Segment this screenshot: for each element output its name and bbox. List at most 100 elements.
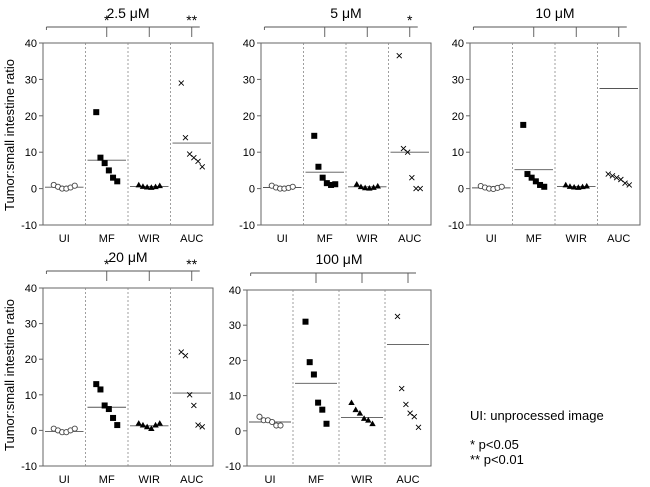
data-point-wir bbox=[566, 183, 574, 189]
data-point-wir bbox=[360, 415, 368, 421]
x-tick-label-auc: AUC bbox=[607, 233, 630, 245]
y-axis-label-top: Tumor:small intestine ratio bbox=[2, 59, 17, 211]
data-point-wir bbox=[143, 423, 151, 430]
data-point-auc bbox=[415, 424, 422, 431]
data-point-ui bbox=[498, 183, 505, 190]
data-point-mf bbox=[114, 178, 121, 185]
data-point-wir bbox=[156, 182, 163, 189]
data-point-mf bbox=[105, 167, 112, 174]
data-point-auc bbox=[404, 149, 411, 156]
y-tick-label: 30 bbox=[243, 74, 255, 86]
data-point-auc bbox=[195, 158, 201, 165]
x-tick-label-wir: WIR bbox=[357, 233, 378, 245]
data-point-ui bbox=[256, 413, 263, 420]
data-point-mf bbox=[310, 371, 317, 378]
data-point-auc bbox=[413, 185, 419, 192]
y-tick-label: 30 bbox=[452, 74, 464, 86]
data-point-auc bbox=[403, 401, 409, 408]
data-point-ui bbox=[289, 183, 296, 190]
data-point-wir bbox=[361, 184, 369, 191]
data-point-auc bbox=[417, 185, 424, 192]
x-tick-label-mf: MF bbox=[317, 233, 333, 245]
x-tick-label-ui: UI bbox=[277, 233, 288, 245]
data-point-ui bbox=[71, 425, 78, 432]
data-point-mf bbox=[319, 174, 326, 181]
panel-title-10um: 10 μM bbox=[535, 5, 574, 21]
data-point-wir bbox=[570, 183, 578, 190]
data-point-auc bbox=[199, 163, 206, 170]
data-point-mf bbox=[302, 318, 309, 325]
data-point-mf bbox=[528, 174, 535, 181]
y-tick-label: 10 bbox=[452, 147, 464, 159]
y-tick-label: 0 bbox=[249, 184, 255, 196]
x-tick-label-wir: WIR bbox=[351, 474, 372, 486]
y-tick-label: 0 bbox=[31, 184, 37, 196]
data-point-wir bbox=[562, 181, 569, 188]
data-point-wir bbox=[365, 417, 372, 423]
legend-significance-p05: * p<0.05 bbox=[470, 437, 519, 452]
data-point-wir bbox=[135, 420, 142, 426]
y-tick-label: 0 bbox=[458, 184, 464, 196]
data-point-wir bbox=[583, 182, 590, 189]
data-point-ui bbox=[71, 182, 78, 189]
x-tick-label-auc: AUC bbox=[180, 474, 203, 486]
significance-auc: ** bbox=[186, 256, 197, 272]
data-point-wir bbox=[152, 421, 159, 428]
data-point-mf bbox=[110, 174, 117, 181]
data-point-auc bbox=[191, 402, 197, 409]
data-point-mf bbox=[110, 414, 117, 421]
data-point-wir bbox=[156, 420, 163, 426]
y-tick-label: 20 bbox=[243, 111, 255, 123]
significance-mf: * bbox=[104, 256, 110, 272]
y-tick-label: 40 bbox=[243, 38, 255, 50]
data-point-mf bbox=[105, 406, 112, 413]
data-point-wir bbox=[135, 181, 142, 188]
data-point-ui bbox=[277, 422, 284, 429]
data-point-auc bbox=[186, 391, 193, 398]
data-point-auc bbox=[182, 134, 189, 141]
legend-ui-definition: UI: unprocessed image bbox=[470, 408, 604, 423]
data-point-auc bbox=[396, 52, 403, 59]
data-point-mf bbox=[101, 402, 108, 409]
panel-title-100um: 100 μM bbox=[316, 251, 363, 267]
panel-title-2-5um: 2.5 μM bbox=[106, 5, 149, 21]
data-point-auc bbox=[182, 352, 189, 359]
y-tick-label: 0 bbox=[235, 426, 241, 438]
data-point-mf bbox=[315, 163, 322, 170]
data-point-auc bbox=[626, 182, 633, 188]
y-tick-label: 10 bbox=[229, 391, 241, 403]
data-point-auc bbox=[398, 385, 405, 392]
data-point-mf bbox=[323, 180, 330, 187]
x-tick-label-auc: AUC bbox=[398, 233, 421, 245]
x-tick-label-mf: MF bbox=[99, 233, 115, 245]
data-point-wir bbox=[374, 182, 381, 189]
x-tick-label-ui: UI bbox=[486, 233, 497, 245]
data-point-auc bbox=[622, 180, 628, 186]
legend: UI: unprocessed image * p<0.05 ** p<0.01 bbox=[470, 408, 604, 467]
y-tick-label: 20 bbox=[25, 111, 37, 123]
x-tick-label-mf: MF bbox=[526, 233, 542, 245]
y-tick-label: -10 bbox=[239, 220, 255, 232]
panel-title-20um: 20 μM bbox=[108, 249, 147, 265]
data-point-wir bbox=[370, 184, 377, 190]
data-point-wir bbox=[357, 183, 365, 190]
data-point-mf bbox=[101, 160, 108, 167]
data-point-mf bbox=[532, 178, 539, 185]
y-tick-label: 10 bbox=[243, 147, 255, 159]
legend-significance-p01: ** p<0.01 bbox=[470, 452, 524, 467]
y-tick-label: 40 bbox=[25, 38, 37, 50]
data-point-mf bbox=[97, 154, 104, 161]
x-tick-label-ui: UI bbox=[59, 233, 70, 245]
significance-mf: * bbox=[104, 12, 110, 28]
x-tick-label-mf: MF bbox=[99, 474, 115, 486]
y-tick-label: 40 bbox=[25, 283, 37, 295]
data-point-mf bbox=[114, 422, 121, 429]
data-point-wir bbox=[148, 425, 155, 432]
data-point-wir bbox=[139, 421, 147, 428]
data-point-mf bbox=[311, 132, 318, 139]
